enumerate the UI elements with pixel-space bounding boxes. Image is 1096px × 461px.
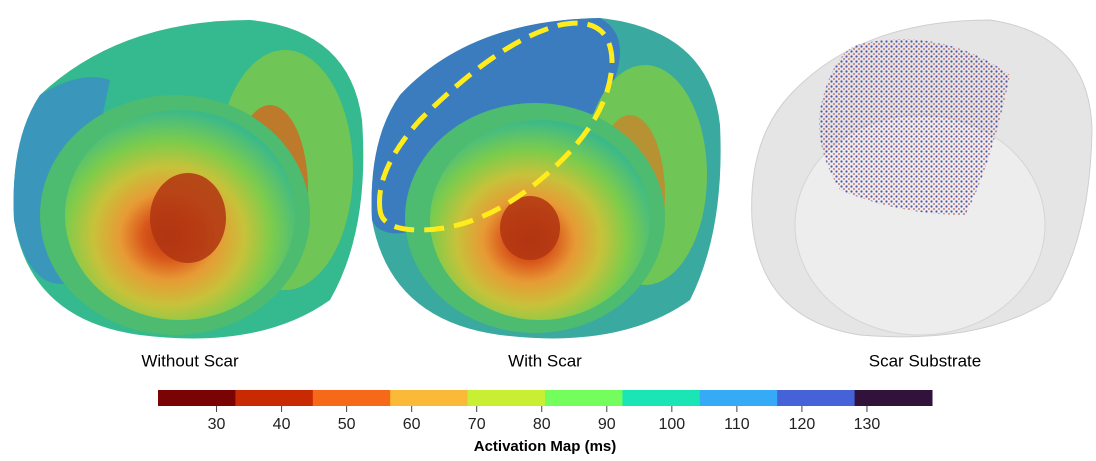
panel-label: Without Scar (141, 351, 239, 370)
panel-label: With Scar (508, 351, 582, 370)
colorbar-segment (699, 390, 778, 406)
tick-label: 70 (468, 416, 486, 433)
colorbar-segment (622, 390, 701, 406)
heart-with-scar (371, 18, 721, 339)
tick-label: 50 (338, 416, 356, 433)
colorbar-segment (854, 390, 933, 406)
colorbar-segment (158, 390, 236, 406)
tick-label: 30 (208, 416, 226, 433)
tick-label: 90 (598, 416, 616, 433)
colorbar-segment (312, 390, 391, 406)
heart-scar-substrate (751, 19, 1093, 338)
tick-label: 60 (403, 416, 421, 433)
tick-label: 40 (273, 416, 291, 433)
colorbar-segment (235, 390, 314, 406)
panel-label: Scar Substrate (869, 351, 981, 370)
tick-label: 100 (658, 416, 685, 433)
tick-label: 110 (724, 416, 750, 433)
tick-label: 80 (533, 416, 551, 433)
tick-label: 130 (854, 416, 881, 433)
renderings (13, 18, 1093, 339)
colorbar-segment (777, 390, 856, 406)
colorbar-segment (467, 390, 546, 406)
colorbar: 30 40 50 60 70 80 90 100 110 120 130 (158, 390, 933, 433)
colorbar-title: Activation Map (ms) (474, 438, 617, 455)
tick-label: 120 (789, 416, 816, 433)
colorbar-segment (545, 390, 623, 406)
heart-without-scar (13, 20, 364, 339)
colorbar-segment (390, 390, 469, 406)
